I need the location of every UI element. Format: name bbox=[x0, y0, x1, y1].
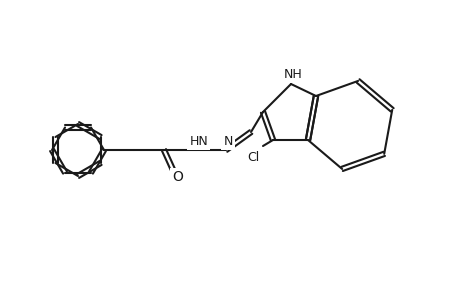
Text: HN: HN bbox=[189, 134, 208, 148]
Text: NH: NH bbox=[283, 68, 302, 80]
Text: N: N bbox=[223, 134, 232, 148]
Text: Cl: Cl bbox=[246, 151, 258, 164]
Text: O: O bbox=[172, 170, 183, 184]
